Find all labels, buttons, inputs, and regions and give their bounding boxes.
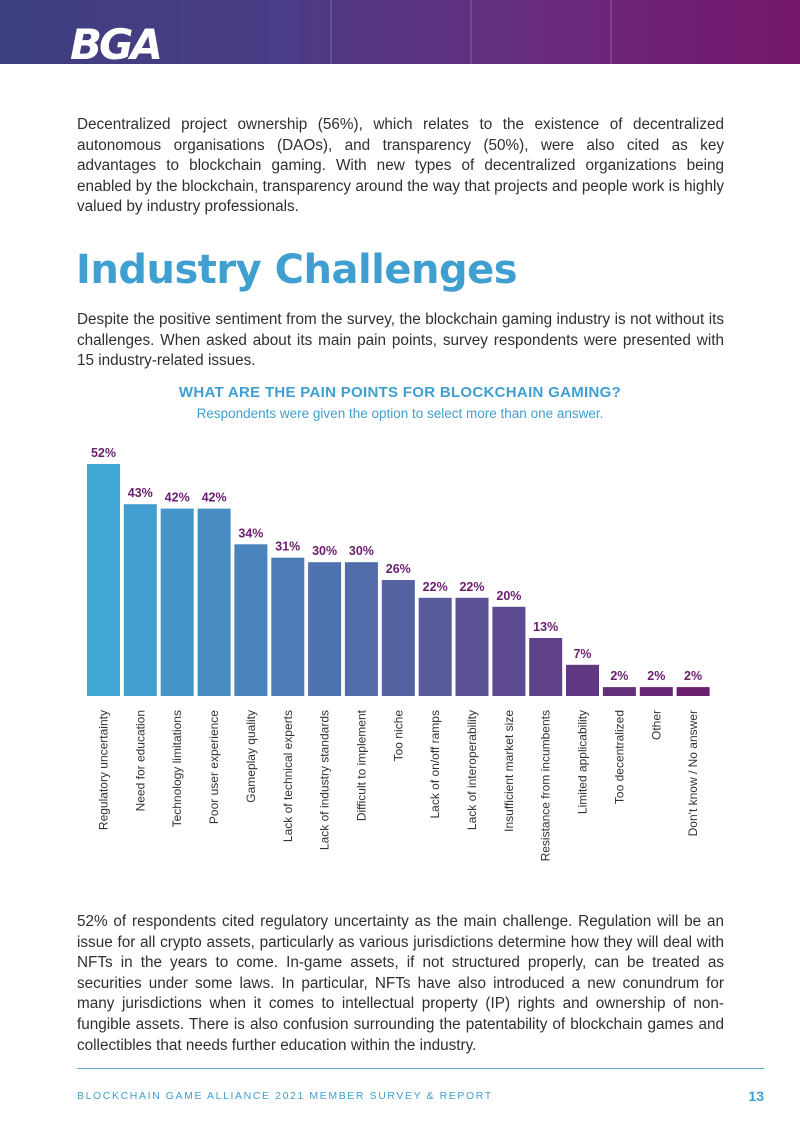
category-label-2: Need for education <box>133 710 147 811</box>
bar-5 <box>234 544 268 696</box>
category-label-17: Don't know / No answer <box>686 710 700 836</box>
bar-2 <box>123 504 157 696</box>
bar-15 <box>602 687 636 696</box>
bga-logo: BGA <box>70 20 163 65</box>
section-paragraph: Despite the positive sentiment from the … <box>77 311 724 370</box>
bar-4 <box>197 508 231 696</box>
category-label-4: Poor user experience <box>207 710 221 824</box>
bar-1 <box>87 464 120 696</box>
bar-value-label-3: 42% <box>165 491 190 505</box>
category-label-1: Regulatory uncertainty <box>97 710 111 830</box>
category-label-11: Lack of interoperability <box>465 710 479 830</box>
bar-value-label-7: 30% <box>312 544 337 558</box>
bar-3 <box>160 508 194 696</box>
bar-17 <box>676 687 710 696</box>
bar-10 <box>418 597 452 696</box>
category-label-5: Gameplay quality <box>244 710 258 803</box>
footer-text: BLOCKCHAIN GAME ALLIANCE 2021 MEMBER SUR… <box>77 1090 493 1102</box>
category-label-3: Technology limitations <box>170 710 184 827</box>
bar-value-label-5: 34% <box>238 526 263 540</box>
section-title: Industry Challenges <box>76 247 518 293</box>
bar-14 <box>566 664 599 696</box>
page-number: 13 <box>748 1088 764 1104</box>
category-label-16: Other <box>649 710 663 740</box>
intro-paragraph: Decentralized project ownership (56%), w… <box>77 116 724 216</box>
bar-value-label-12: 20% <box>496 589 521 603</box>
bar-value-label-9: 26% <box>386 562 411 576</box>
bar-value-label-6: 31% <box>275 540 300 554</box>
bar-value-label-2: 43% <box>128 486 153 500</box>
category-labels-group: Regulatory uncertainty Need for education… <box>97 709 701 861</box>
bar-value-label-8: 30% <box>349 544 374 558</box>
bar-12 <box>492 606 526 696</box>
closing-paragraph: 52% of respondents cited regulatory unce… <box>77 913 724 1054</box>
bar-9 <box>381 580 415 696</box>
pain-points-bar-chart: 52% 43% 42% 42% 34% 31% 30% 30% 26% 22% 22% 20% 13% 7… <box>87 446 710 861</box>
bar-value-label-4: 42% <box>202 491 227 505</box>
chart-subtitle: Respondents were given the option to sel… <box>196 406 604 421</box>
category-label-15: Too decentralized <box>612 710 626 804</box>
bar-value-label-10: 22% <box>423 580 448 594</box>
category-label-7: Lack of industry standards <box>318 710 332 850</box>
bar-value-label-15: 2% <box>610 669 628 683</box>
bar-16 <box>639 687 673 696</box>
bar-value-label-14: 7% <box>573 647 591 661</box>
category-label-12: Insufficient market size <box>502 710 516 832</box>
bar-value-label-11: 22% <box>459 580 484 594</box>
category-label-14: Limited applicability <box>576 710 590 814</box>
category-label-9: Too niche <box>391 710 405 762</box>
category-label-10: Lack of on/off ramps <box>428 710 442 819</box>
bar-6 <box>271 557 305 696</box>
category-label-6: Lack of technical experts <box>281 710 295 842</box>
bar-8 <box>344 562 378 696</box>
header-band: BGA <box>0 0 800 64</box>
footer-divider <box>77 1068 764 1069</box>
bar-11 <box>455 597 489 696</box>
value-labels-group: 52% 43% 42% 42% 34% 31% 30% 30% 26% 22% 22% 20% 13% 7… <box>91 446 702 683</box>
bar-13 <box>529 638 563 696</box>
bar-value-label-1: 52% <box>91 446 116 460</box>
chart-title: WHAT ARE THE PAIN POINTS FOR BLOCKCHAIN … <box>178 384 622 401</box>
bar-value-label-13: 13% <box>533 620 558 634</box>
bar-7 <box>308 562 342 696</box>
bar-value-label-17: 2% <box>684 669 702 683</box>
category-label-13: Resistance from incumbents <box>539 710 553 861</box>
bar-value-label-16: 2% <box>647 669 665 683</box>
bars-group <box>87 464 710 696</box>
category-label-8: Difficult to implement <box>354 709 368 821</box>
